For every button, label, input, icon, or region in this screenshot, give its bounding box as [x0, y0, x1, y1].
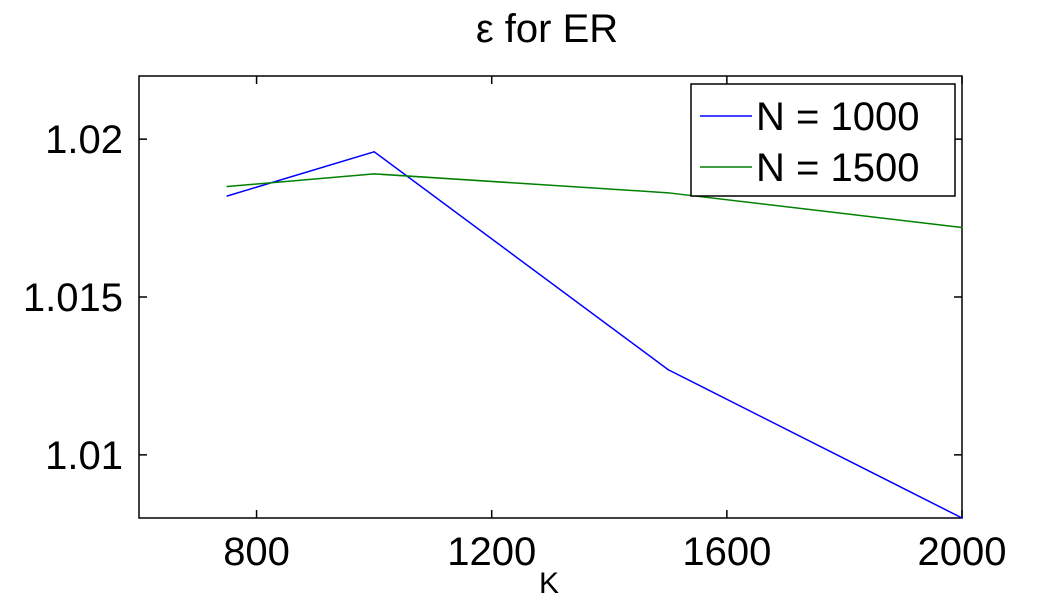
legend-label-n1500: N = 1500	[756, 146, 919, 190]
x-tick-label: 800	[223, 530, 290, 574]
data-point-n-1500-1500	[667, 192, 669, 194]
legend-box	[690, 83, 956, 197]
y-tick-label: 1.01	[45, 434, 123, 478]
data-point-n-1500-2000	[961, 226, 963, 229]
y-tick-label: 1.02	[45, 118, 123, 162]
x-tick-label: 1600	[682, 530, 771, 574]
data-point-n-1000-2000	[961, 517, 963, 519]
x-tick-label: 2000	[918, 530, 1007, 574]
y-tick-label: 1.015	[23, 276, 123, 320]
data-point-n-1000-750	[226, 195, 228, 197]
series-line-n-1000	[226, 150, 963, 519]
legend: N = 1000 N = 1500	[690, 83, 956, 197]
y-tick-labels: 1.01 1.015 1.02	[23, 118, 123, 478]
data-point-n-1500-750	[226, 185, 228, 188]
x-tick-labels: 800 1200 1600 2000	[223, 530, 1006, 574]
x-tick-label: 1200	[447, 530, 536, 574]
series-lines	[226, 150, 963, 519]
axis-ticks	[139, 76, 963, 518]
data-point-n-1500-1000	[373, 173, 375, 175]
legend-label-n1000: N = 1000	[756, 95, 919, 139]
series-line-n-1500	[227, 173, 963, 229]
data-point-n-1000-1000	[373, 151, 375, 153]
chart-title: ε for ER	[476, 7, 618, 51]
data-point-n-1000-1500	[667, 368, 669, 371]
x-axis-label: K	[539, 567, 559, 600]
